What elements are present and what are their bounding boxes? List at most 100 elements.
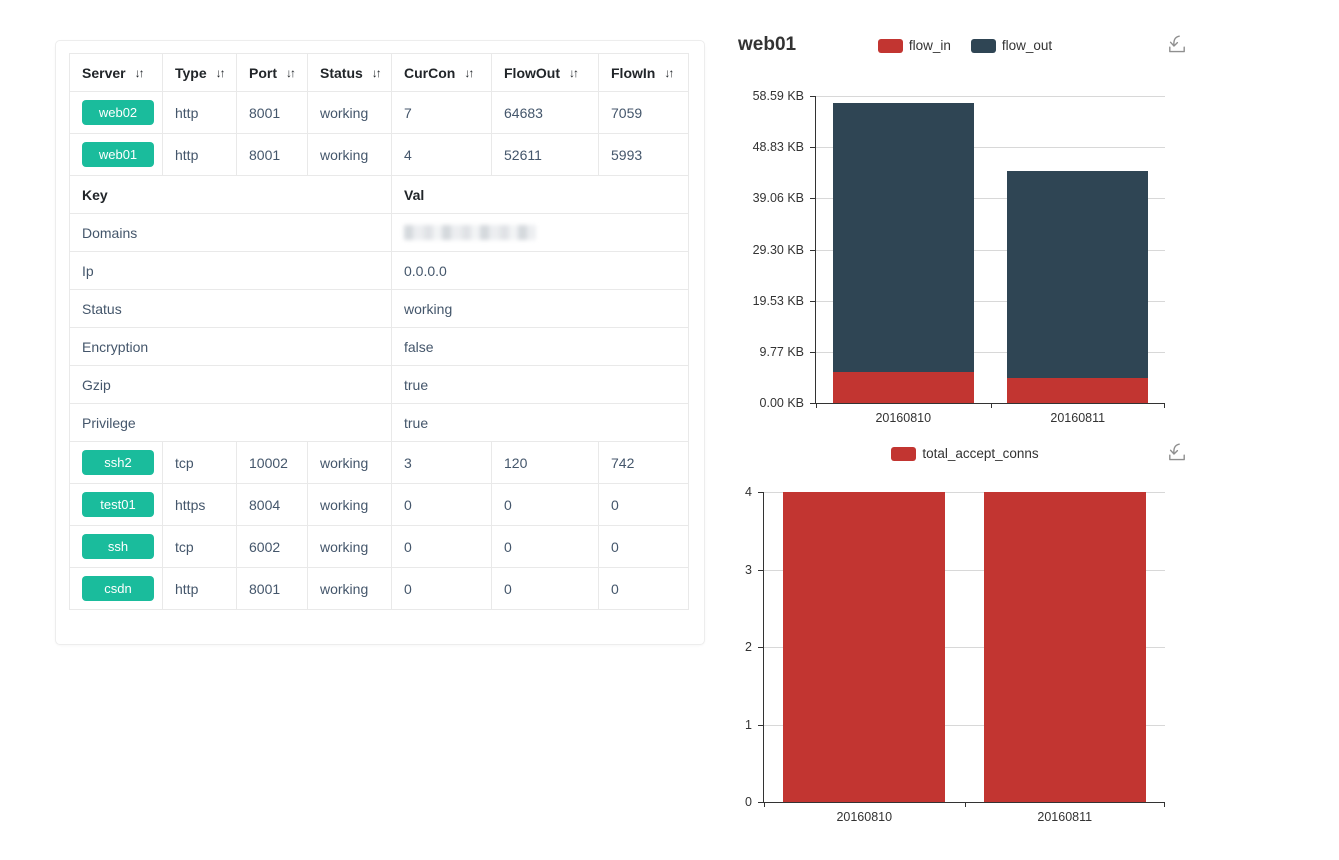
- col-header-port[interactable]: Port ↓↑: [236, 53, 308, 92]
- cell-type: https: [162, 483, 237, 526]
- gridline: [816, 352, 1165, 353]
- cell-curcon: 0: [391, 483, 492, 526]
- legend-swatch: [891, 446, 917, 461]
- server-badge[interactable]: ssh2: [82, 449, 154, 476]
- gridline: [816, 147, 1165, 148]
- detail-header-row: Key Val: [69, 175, 689, 214]
- cell-flowin: 0: [598, 483, 689, 526]
- legend-swatch: [970, 38, 996, 53]
- table-row: web02 http 8001 working 7 64683 7059: [69, 91, 689, 134]
- chart-title: web01: [738, 34, 797, 55]
- gridline: [816, 96, 1165, 97]
- table-row: csdn http 8001 working 0 0 0: [69, 567, 689, 610]
- col-header-server[interactable]: Server ↓↑: [69, 53, 163, 92]
- gridline: [764, 492, 1165, 493]
- total-accept-conns-bar[interactable]: [984, 492, 1146, 802]
- col-header-flowout[interactable]: FlowOut ↓↑: [491, 53, 599, 92]
- server-badge[interactable]: ssh: [82, 533, 154, 560]
- save-as-image-icon[interactable]: [1165, 32, 1189, 56]
- x-axis-tick-mark: [965, 802, 966, 807]
- col-header-type[interactable]: Type ↓↑: [162, 53, 237, 92]
- y-axis-tick-label: 19.53 KB: [752, 294, 804, 308]
- sort-icon[interactable]: ↓↑: [215, 65, 226, 80]
- y-axis-tick-label: 39.06 KB: [752, 191, 804, 205]
- table-header-row: Server ↓↑ Type ↓↑ Port ↓↑ Status ↓↑ CurCon ↓↑…: [69, 53, 689, 92]
- detail-key: Encryption: [69, 327, 392, 366]
- server-badge[interactable]: test01: [82, 491, 154, 518]
- detail-row: Status working: [69, 289, 689, 328]
- cell-flowout: 52611: [491, 133, 599, 176]
- cell-type: http: [162, 91, 237, 134]
- y-axis-tick-label: 0: [745, 795, 752, 809]
- y-axis-tick-label: 2: [745, 640, 752, 654]
- detail-val-header: Val: [391, 175, 689, 214]
- x-axis-category-label: 20160810: [836, 810, 893, 824]
- flow-chart: web01 flow_in flow_out 58.59 KB 48.83 KB 3…: [735, 30, 1195, 434]
- gridline: [764, 570, 1165, 571]
- cell-flowin: 0: [598, 525, 689, 568]
- y-axis-tick-label: 48.83 KB: [752, 140, 804, 154]
- total-accept-conns-bar[interactable]: [783, 492, 945, 802]
- server-badge[interactable]: csdn: [82, 575, 154, 602]
- server-badge[interactable]: web01: [82, 141, 154, 168]
- server-badge[interactable]: web02: [82, 99, 154, 126]
- table-row: test01 https 8004 working 0 0 0: [69, 483, 689, 526]
- legend-label: flow_in: [908, 38, 951, 53]
- detail-val: true: [391, 403, 689, 442]
- sort-icon[interactable]: ↓↑: [569, 65, 579, 80]
- y-axis-tick-mark: [810, 96, 816, 97]
- flow-chart-plot: 58.59 KB 48.83 KB 39.06 KB 29.30 KB 19.53 KB…: [753, 89, 1165, 425]
- detail-val: true: [391, 365, 689, 404]
- sort-icon[interactable]: ↓↑: [464, 65, 474, 80]
- cell-flowin: 5993: [598, 133, 689, 176]
- cell-type: http: [162, 133, 237, 176]
- legend-item-flow-out[interactable]: flow_out: [970, 38, 1052, 53]
- sort-icon[interactable]: ↓↑: [664, 65, 674, 80]
- flow-out-bar[interactable]: [833, 103, 974, 372]
- conns-chart: total_accept_conns 4 3 2 1 0 20160810 20160811: [735, 438, 1195, 838]
- cell-curcon: 0: [391, 567, 492, 610]
- x-axis-tick-mark: [1164, 802, 1165, 807]
- save-as-image-icon[interactable]: [1165, 440, 1189, 464]
- y-axis-tick-mark: [810, 147, 816, 148]
- cell-status: working: [307, 441, 392, 484]
- legend-item-flow-in[interactable]: flow_in: [877, 38, 951, 53]
- sort-icon[interactable]: ↓↑: [286, 65, 296, 80]
- conns-chart-plot: 4 3 2 1 0 20160810 20160811: [745, 485, 1165, 824]
- col-header-status[interactable]: Status ↓↑: [307, 53, 392, 92]
- y-axis-tick-label: 4: [745, 485, 752, 499]
- x-axis-tick-mark: [1164, 403, 1165, 408]
- col-header-curcon[interactable]: CurCon ↓↑: [391, 53, 492, 92]
- flow-chart-legend: flow_in flow_out: [735, 38, 1195, 53]
- y-axis-tick-label: 58.59 KB: [752, 89, 804, 103]
- domains-value-redacted: [404, 225, 536, 240]
- sort-icon[interactable]: ↓↑: [371, 65, 382, 80]
- cell-port: 10002: [236, 441, 308, 484]
- flow-in-bar[interactable]: [833, 372, 974, 403]
- table-row: web01 http 8001 working 4 52611 5993: [69, 133, 689, 176]
- flow-in-bar[interactable]: [1007, 378, 1148, 403]
- col-header-flowin[interactable]: FlowIn ↓↑: [598, 53, 689, 92]
- cell-status: working: [307, 483, 392, 526]
- sort-icon[interactable]: ↓↑: [134, 65, 145, 80]
- cell-flowout: 120: [491, 441, 599, 484]
- detail-row: Encryption false: [69, 327, 689, 366]
- server-table: Server ↓↑ Type ↓↑ Port ↓↑ Status ↓↑ CurCon ↓↑…: [69, 53, 689, 610]
- flow-out-bar[interactable]: [1007, 171, 1148, 378]
- cell-port: 6002: [236, 525, 308, 568]
- legend-item-total-accept-conns[interactable]: total_accept_conns: [891, 446, 1039, 461]
- y-axis-tick-mark: [810, 198, 816, 199]
- y-axis-tick-label: 29.30 KB: [752, 243, 804, 257]
- cell-status: working: [307, 91, 392, 134]
- cell-flowout: 0: [491, 483, 599, 526]
- detail-row: Ip 0.0.0.0: [69, 251, 689, 290]
- cell-status: working: [307, 133, 392, 176]
- detail-val: false: [391, 327, 689, 366]
- cell-type: http: [162, 567, 237, 610]
- cell-status: working: [307, 567, 392, 610]
- detail-val: working: [391, 289, 689, 328]
- server-table-card: Server ↓↑ Type ↓↑ Port ↓↑ Status ↓↑ CurCon ↓↑…: [55, 40, 705, 645]
- x-axis-category-label: 20160810: [875, 411, 932, 425]
- y-axis-tick-mark: [758, 647, 764, 648]
